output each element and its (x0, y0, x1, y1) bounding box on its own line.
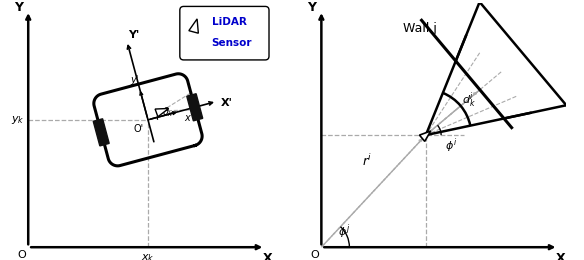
Text: x: x (184, 113, 190, 122)
Text: $d_k^i$: $d_k^i$ (462, 90, 475, 110)
Text: O': O' (133, 124, 144, 134)
Polygon shape (155, 108, 169, 117)
Text: Sensor: Sensor (211, 38, 252, 48)
FancyBboxPatch shape (180, 6, 269, 60)
Text: Y: Y (307, 1, 317, 14)
Text: $r^i$: $r^i$ (362, 153, 373, 168)
Text: $\phi^j$: $\phi^j$ (338, 222, 350, 241)
Text: X: X (556, 252, 566, 260)
Text: $\phi^i$: $\phi^i$ (445, 136, 457, 155)
Text: Y: Y (14, 1, 23, 14)
Text: X': X' (221, 98, 232, 108)
Text: $x_k$: $x_k$ (141, 252, 155, 260)
Text: X: X (263, 252, 273, 260)
Text: O: O (17, 250, 26, 260)
Text: Y': Y' (128, 30, 140, 40)
Text: $y_k$: $y_k$ (11, 114, 25, 126)
Polygon shape (419, 131, 431, 141)
Text: LiDAR: LiDAR (211, 17, 246, 27)
Text: O: O (310, 250, 319, 260)
Text: y': y' (130, 75, 138, 85)
Polygon shape (187, 94, 203, 121)
Text: $\theta_k$: $\theta_k$ (162, 105, 174, 119)
Polygon shape (93, 119, 109, 146)
Polygon shape (189, 19, 199, 33)
Text: Wall j: Wall j (403, 22, 437, 35)
